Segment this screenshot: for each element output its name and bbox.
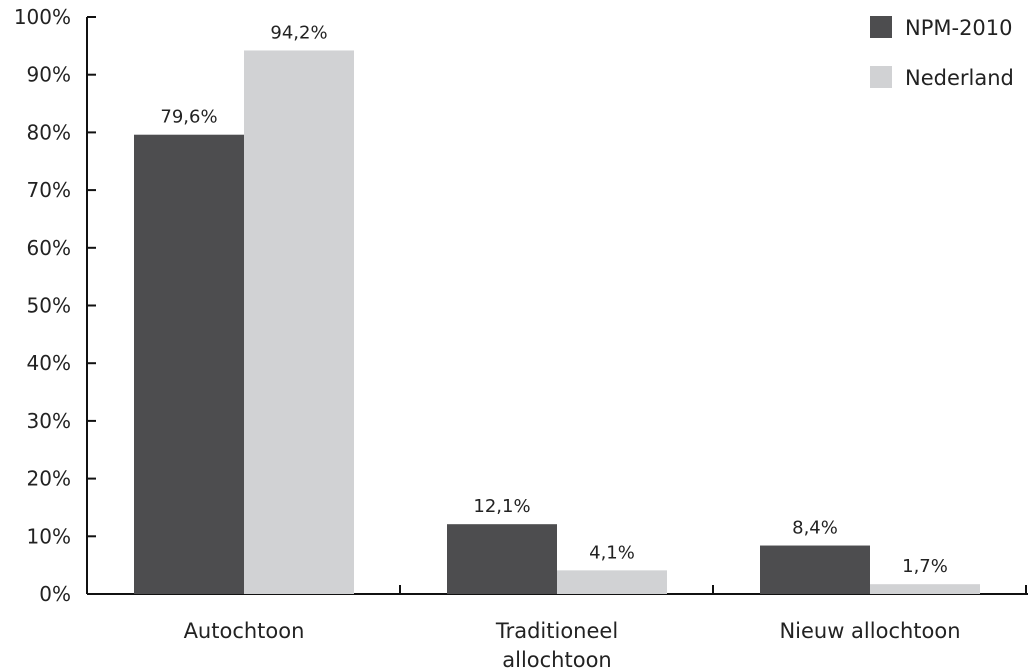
category-label: Autochtoon [184, 619, 305, 643]
legend-label: Nederland [905, 66, 1014, 90]
data-label: 4,1% [589, 542, 635, 563]
category-label: Nieuw allochtoon [779, 619, 960, 643]
bar-nederland-2 [870, 584, 980, 594]
y-tick-label: 50% [27, 294, 71, 318]
data-label: 79,6% [160, 107, 217, 128]
y-tick-label: 100% [14, 5, 71, 29]
y-tick-label: 60% [27, 236, 71, 260]
y-tick-label: 70% [27, 178, 71, 202]
legend: NPM-2010 Nederland [870, 16, 1014, 90]
data-label: 94,2% [270, 22, 327, 43]
data-label: 1,7% [902, 556, 948, 577]
legend-swatch [870, 66, 892, 88]
bar-npm-2010-1 [447, 524, 557, 594]
bar-nederland-0 [244, 50, 354, 594]
y-tick-label: 20% [27, 467, 71, 491]
y-axis: 0% 10% 20% 30% 40% 50% 60% 70% 80% 90% 100% [14, 5, 96, 606]
y-tick-label: 40% [27, 351, 71, 375]
data-label: 12,1% [473, 496, 530, 517]
legend-label: NPM-2010 [905, 16, 1013, 40]
bar-npm-2010-2 [760, 545, 870, 594]
legend-swatch [870, 16, 892, 38]
x-axis: Autochtoon Traditioneel allochtoon Nieuw al… [87, 585, 1028, 670]
category-label: Traditioneel allochtoon [495, 619, 618, 670]
bar-npm-2010-0 [134, 134, 244, 594]
bars: 79,6% 94,2% 12,1% 4,1% 8,4% 1,7% [134, 22, 980, 594]
y-tick-label: 90% [27, 63, 71, 87]
y-tick-label: 0% [39, 582, 71, 606]
y-tick-label: 80% [27, 120, 71, 144]
y-tick-label: 10% [27, 524, 71, 548]
y-tick-label: 30% [27, 409, 71, 433]
data-label: 8,4% [792, 518, 838, 539]
bar-nederland-1 [557, 570, 667, 594]
